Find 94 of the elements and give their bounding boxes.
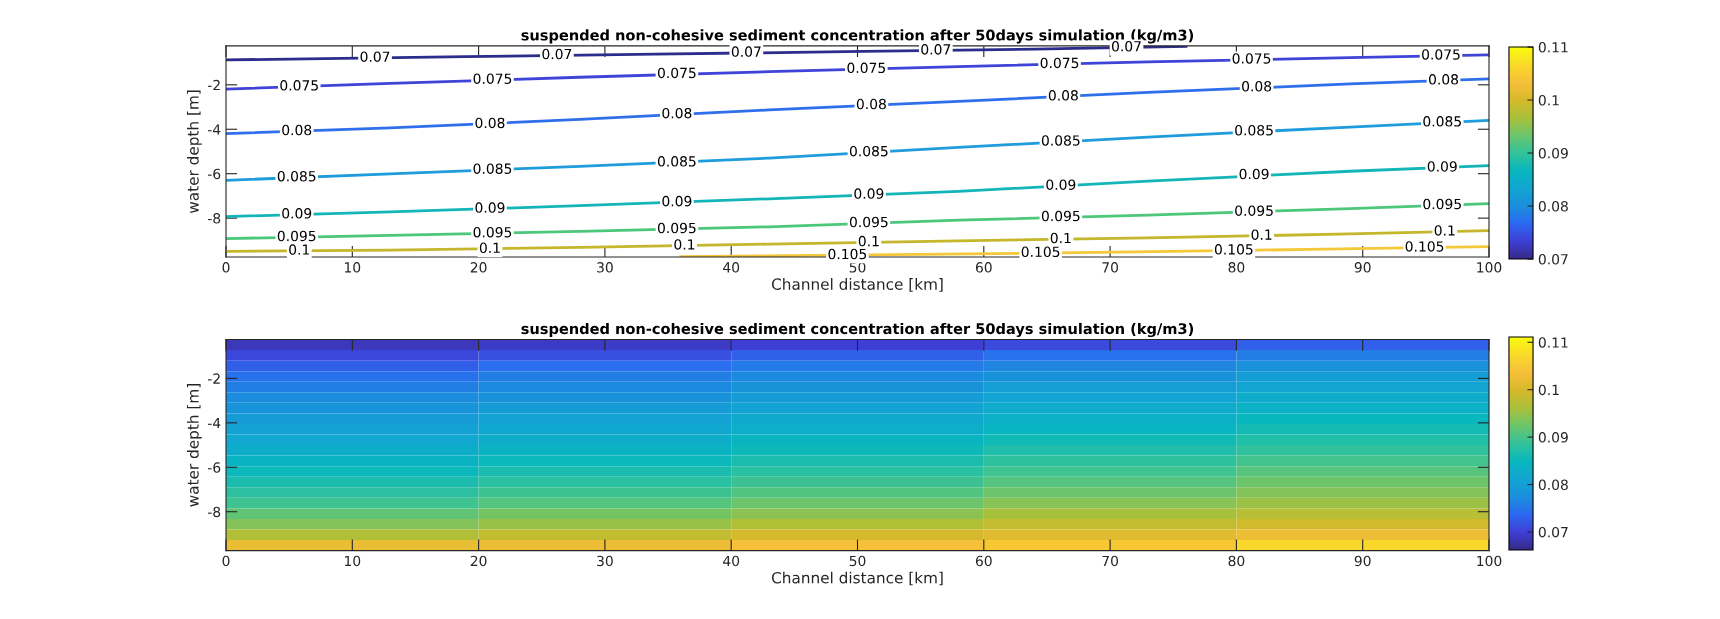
y-axis-title: water depth [m] [186,384,202,507]
annotation: 0.105 [828,248,867,260]
x-tick-label: 10 [345,262,361,273]
annotation: 0.09 [475,202,505,213]
annotation: 0.075 [1040,57,1079,69]
color-bar-label: 0.09 [1538,148,1568,159]
annotation: 0.1 [479,242,500,254]
annotation: 0.1 [1434,225,1455,236]
annotation: 0.085 [849,145,888,157]
x-tick-label: 60 [975,262,992,273]
annotation: 0.09 [1046,179,1076,190]
annotation: 0.105 [1214,244,1253,255]
y-tick-label: -6 [207,462,221,473]
x-tick-label: 70 [1102,555,1119,567]
annotation: 0.08 [1048,90,1078,101]
x-tick-label: 40 [723,262,740,273]
color-bar-label: 0.08 [1538,479,1568,491]
y-tick-label: -2 [207,373,220,384]
annotation: 0.1 [1251,229,1272,240]
annotation: 0.075 [1422,49,1460,60]
color-bar-label: 0.08 [1538,201,1568,212]
annotation: 0.09 [1239,168,1269,180]
annotation: 0.085 [277,170,316,182]
x-tick-label: 40 [723,555,740,567]
annotation: 0.105 [1405,241,1444,252]
annotation: 0.09 [662,195,692,207]
annotation: 0.07 [542,48,572,60]
annotation: 0.105 [1021,246,1060,258]
annotation: 0.09 [282,208,312,219]
annotation: 0.085 [473,163,512,174]
annotation: 0.075 [847,62,886,74]
annotation: 0.075 [280,80,318,91]
annotation: 0.1 [289,244,310,255]
y-tick-label: -8 [207,213,221,224]
color-bar-label: 0.09 [1538,432,1568,443]
x-tick-label: 70 [1102,262,1119,273]
x-tick-label: 80 [1228,262,1245,273]
annotation: 0.08 [282,124,312,136]
x-tick-label: 100 [1477,262,1502,273]
annotation: 0.07 [360,51,390,62]
annotation: 0.095 [277,230,316,242]
x-axis-title: Channel distance [km] [771,571,943,586]
y-axis-title: water depth [m] [186,90,202,214]
annotation: 0.075 [657,67,696,79]
annotation: 0.09 [854,188,884,199]
x-tick-label: 20 [470,555,487,567]
x-tick-label: 80 [1228,555,1245,567]
x-tick-label: 30 [597,555,613,567]
x-tick-label: 0 [222,262,230,273]
annotation: 0.085 [1041,135,1080,146]
x-tick-label: 60 [975,555,992,567]
y-tick-label: -4 [207,124,221,135]
x-tick-label: 50 [849,555,866,567]
annotation: 0.075 [1232,53,1271,64]
annotation: 0.08 [662,107,692,119]
annotation: 0.07 [731,46,761,57]
chart-title: suspended non-cohesive sediment concentration after 50days simulation (kg/m3) [521,322,1194,338]
annotation: 0.1 [858,235,879,247]
x-tick-label: 100 [1477,555,1502,567]
annotation: 0.095 [473,226,512,238]
y-tick-label: -8 [207,506,221,518]
annotation: 0.095 [849,216,888,228]
x-tick-label: 10 [345,555,361,567]
x-axis-title: Channel distance [km] [771,278,943,292]
annotation: 0.08 [1428,74,1459,85]
annotation: 0.095 [657,222,696,234]
color-bar-label: 0.11 [1538,42,1568,53]
color-bar-label: 0.1 [1538,384,1559,396]
annotation: 0.095 [1235,205,1273,216]
y-tick-label: -4 [207,417,221,429]
annotation: 0.09 [1427,161,1457,172]
annotation: 0.07 [921,44,951,55]
x-tick-label: 0 [222,555,230,567]
annotation: 0.1 [674,239,695,250]
x-tick-label: 20 [470,262,487,273]
annotation: 0.08 [475,117,505,129]
color-bar-label: 0.1 [1538,95,1559,106]
annotation: 0.08 [1242,81,1272,92]
annotation: 0.095 [1041,210,1080,222]
color-bar-label: 0.07 [1538,526,1568,538]
color-bar-label: 0.07 [1538,254,1568,265]
annotation: 0.08 [856,98,886,110]
annotation: 0.095 [1423,198,1461,210]
annotation: 0.085 [657,156,696,167]
annotation: 0.1 [1050,232,1071,244]
y-tick-label: -2 [207,79,220,91]
annotation: 0.085 [1235,125,1273,136]
x-tick-label: 90 [1354,262,1371,273]
y-tick-label: -6 [207,168,221,180]
x-tick-label: 90 [1354,555,1371,567]
color-bar-label: 0.11 [1538,337,1568,348]
x-tick-label: 30 [597,262,613,273]
annotation: 0.075 [473,73,512,84]
annotation: 0.085 [1423,116,1461,127]
